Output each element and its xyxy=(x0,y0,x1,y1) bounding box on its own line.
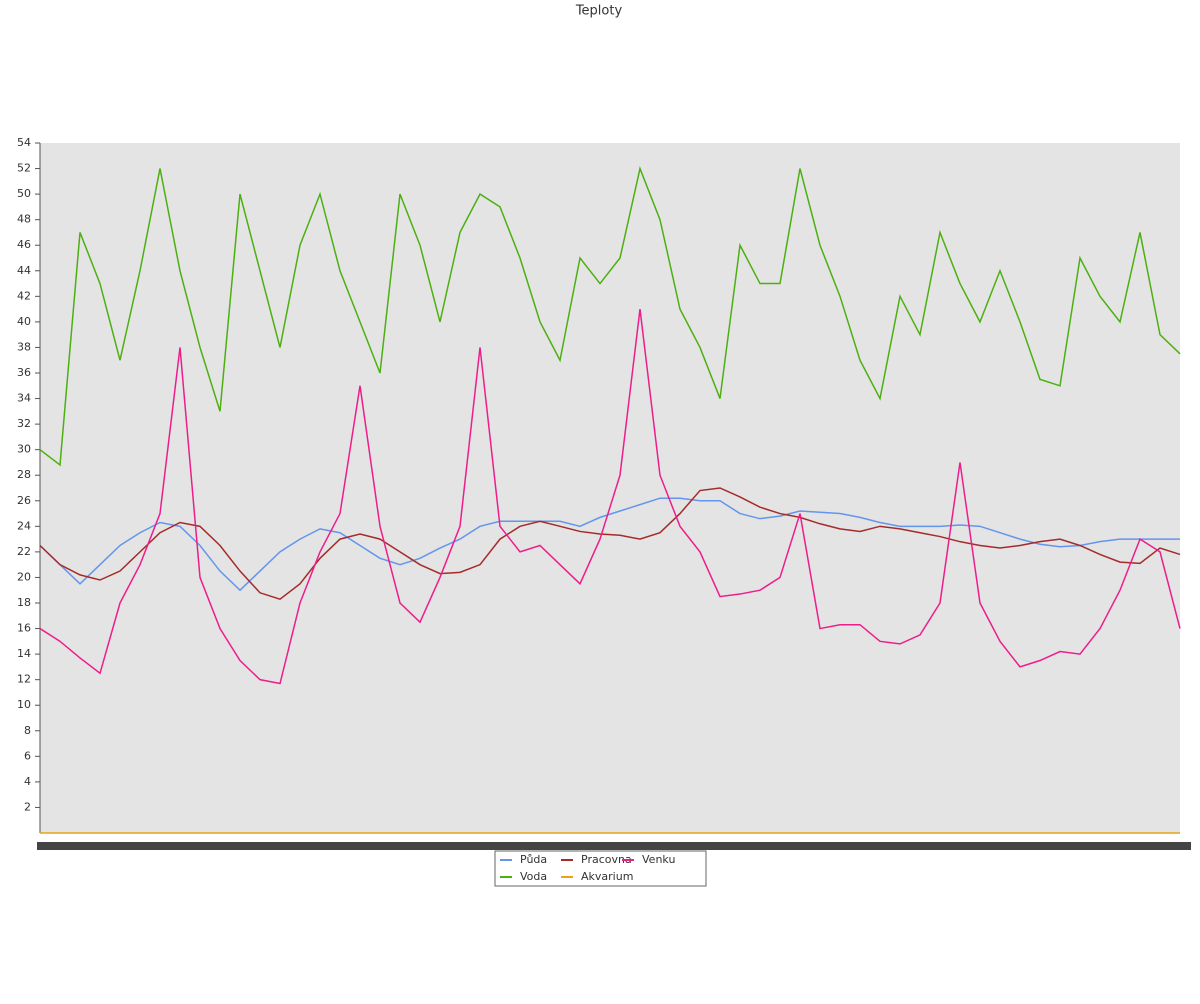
legend-label: Akvarium xyxy=(581,870,633,883)
y-tick-label: 6 xyxy=(24,749,31,762)
y-tick-label: 10 xyxy=(17,698,31,711)
series-line xyxy=(39,165,1181,467)
chart-title: Teploty xyxy=(575,4,623,19)
y-tick-label: 8 xyxy=(24,724,31,737)
y-tick-label: 46 xyxy=(17,238,31,251)
legend xyxy=(494,850,707,887)
y-tick-label: 54 xyxy=(17,136,31,149)
y-tick-label: 20 xyxy=(17,570,31,583)
y-tick-label: 22 xyxy=(17,545,31,558)
series-line xyxy=(39,497,1180,592)
y-tick-label: 24 xyxy=(17,519,31,532)
y-tick-label: 38 xyxy=(17,340,31,353)
legend-label: Pracovna xyxy=(581,853,632,866)
series-line xyxy=(39,309,1181,685)
y-tick-label: 42 xyxy=(17,289,31,302)
series-line xyxy=(39,487,1181,601)
y-tick-label: 14 xyxy=(17,647,31,660)
y-tick-label: 50 xyxy=(17,187,31,200)
y-tick-label: 40 xyxy=(17,315,31,328)
y-tick-label: 30 xyxy=(17,443,31,456)
y-tick-label: 26 xyxy=(17,494,31,507)
y-tick-label: 52 xyxy=(17,162,31,175)
x-tick-labels-band xyxy=(37,842,1191,850)
y-tick-label: 48 xyxy=(17,213,31,226)
legend-label: Voda xyxy=(520,870,547,883)
y-tick-label: 36 xyxy=(17,366,31,379)
y-tick-label: 32 xyxy=(17,417,31,430)
legend-label: Půda xyxy=(520,853,547,866)
y-tick-label: 34 xyxy=(17,392,31,405)
y-tick-label: 18 xyxy=(17,596,31,609)
y-tick-label: 28 xyxy=(17,468,31,481)
plot-area xyxy=(40,143,1180,833)
y-tick-label: 4 xyxy=(24,775,31,788)
y-tick-label: 2 xyxy=(24,800,31,813)
y-tick-label: 12 xyxy=(17,673,31,686)
legend-label: Venku xyxy=(642,853,675,866)
y-tick-label: 44 xyxy=(17,264,31,277)
y-tick-label: 16 xyxy=(17,622,31,635)
